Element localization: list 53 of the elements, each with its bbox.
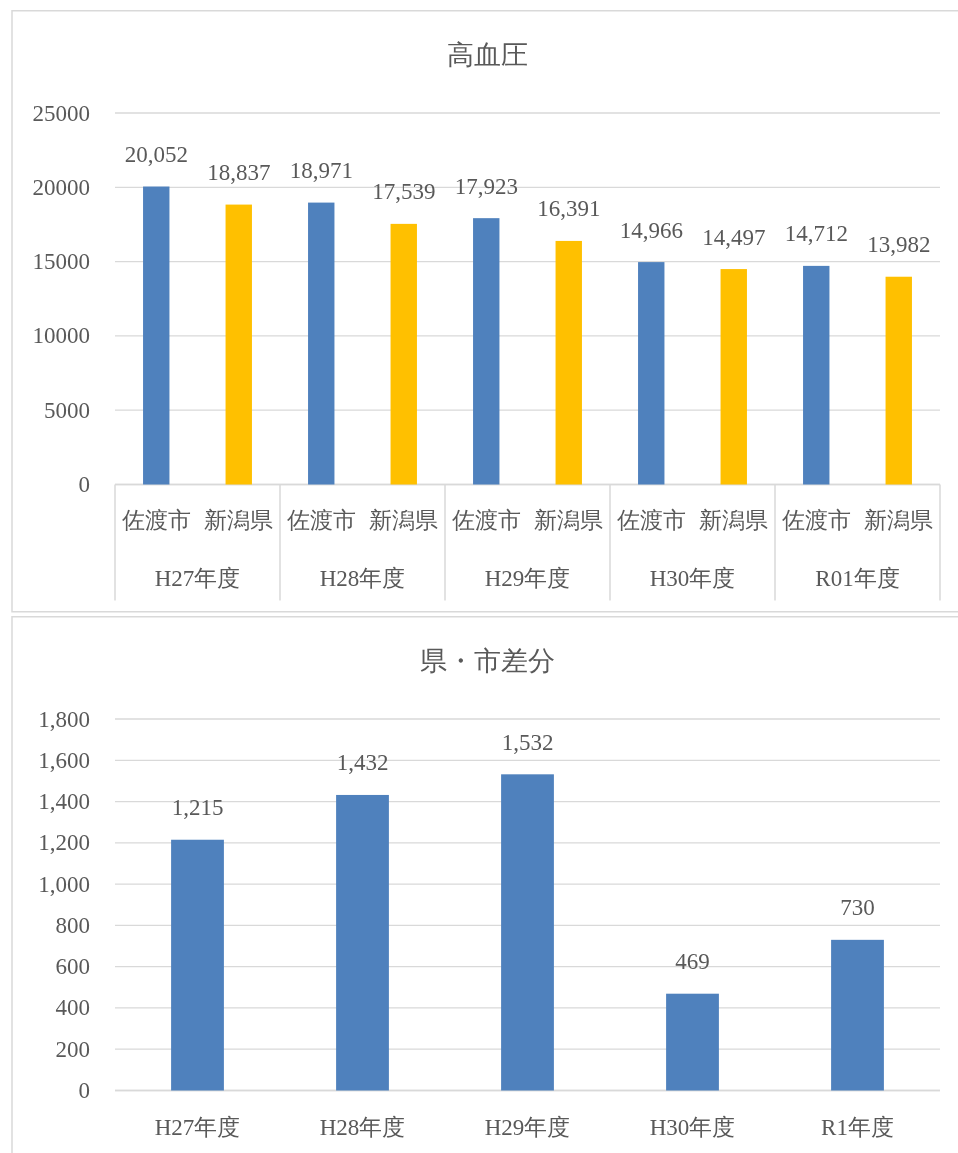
y-tick-label: 10000 — [32, 323, 90, 349]
y-tick-label: 20000 — [32, 174, 90, 200]
data-label: 14,712 — [784, 221, 848, 247]
data-label: 17,923 — [454, 173, 518, 199]
y-tick-label: 1,600 — [38, 747, 90, 773]
y-tick-label: 1,400 — [38, 788, 90, 814]
x-tick-label: H30年度 — [649, 566, 736, 591]
y-tick-label: 0 — [78, 1077, 90, 1103]
series-label: 佐渡市 — [286, 508, 356, 533]
x-tick-label: H27年度 — [154, 1114, 241, 1140]
series-label: 新潟県 — [369, 508, 439, 533]
y-tick-label: 400 — [55, 994, 90, 1020]
y-tick-label: 0 — [78, 472, 90, 497]
data-label: 469 — [675, 948, 710, 974]
data-label: 17,539 — [372, 179, 436, 205]
y-tick-label: 1,800 — [38, 706, 90, 731]
y-tick-label: 200 — [55, 1036, 90, 1062]
data-label: 730 — [840, 894, 875, 920]
x-tick-label: H28年度 — [319, 1114, 406, 1140]
x-tick-label: H27年度 — [154, 566, 241, 591]
x-tick-label: R1年度 — [821, 1114, 894, 1140]
x-tick-label: R01年度 — [815, 566, 900, 591]
title: 高血圧 — [446, 40, 528, 70]
series-label: 佐渡市 — [616, 508, 686, 533]
series-label: 新潟県 — [699, 508, 769, 533]
data-label: 1,215 — [171, 794, 224, 820]
series-label: 新潟県 — [864, 508, 934, 533]
series-label: 佐渡市 — [451, 508, 521, 533]
data-label: 14,966 — [619, 217, 683, 243]
y-tick-label: 800 — [55, 912, 90, 938]
data-label: 1,432 — [336, 749, 389, 775]
title: 県・市差分 — [419, 645, 555, 676]
y-tick-label: 600 — [55, 953, 90, 979]
data-label: 1,532 — [501, 729, 554, 755]
y-tick-label: 25000 — [32, 100, 90, 126]
data-label: 18,837 — [207, 160, 271, 186]
x-tick-label: H28年度 — [319, 566, 406, 591]
data-label: 16,391 — [537, 196, 601, 222]
series-label: 佐渡市 — [781, 508, 851, 533]
data-label: 14,497 — [702, 224, 766, 250]
series-label: 佐渡市 — [121, 508, 191, 533]
data-label: 18,971 — [289, 158, 353, 184]
series-label: 新潟県 — [534, 508, 604, 533]
x-tick-label: H29年度 — [484, 1114, 571, 1140]
y-tick-label: 1,200 — [38, 829, 90, 855]
x-tick-label: H30年度 — [649, 1114, 736, 1140]
data-label: 20,052 — [124, 142, 188, 168]
data-label: 13,982 — [867, 232, 931, 258]
y-tick-label: 1,000 — [38, 871, 90, 897]
series-label: 新潟県 — [204, 508, 274, 533]
y-tick-label: 15000 — [32, 249, 90, 275]
y-tick-label: 5000 — [44, 397, 90, 423]
x-tick-label: H29年度 — [484, 566, 571, 591]
